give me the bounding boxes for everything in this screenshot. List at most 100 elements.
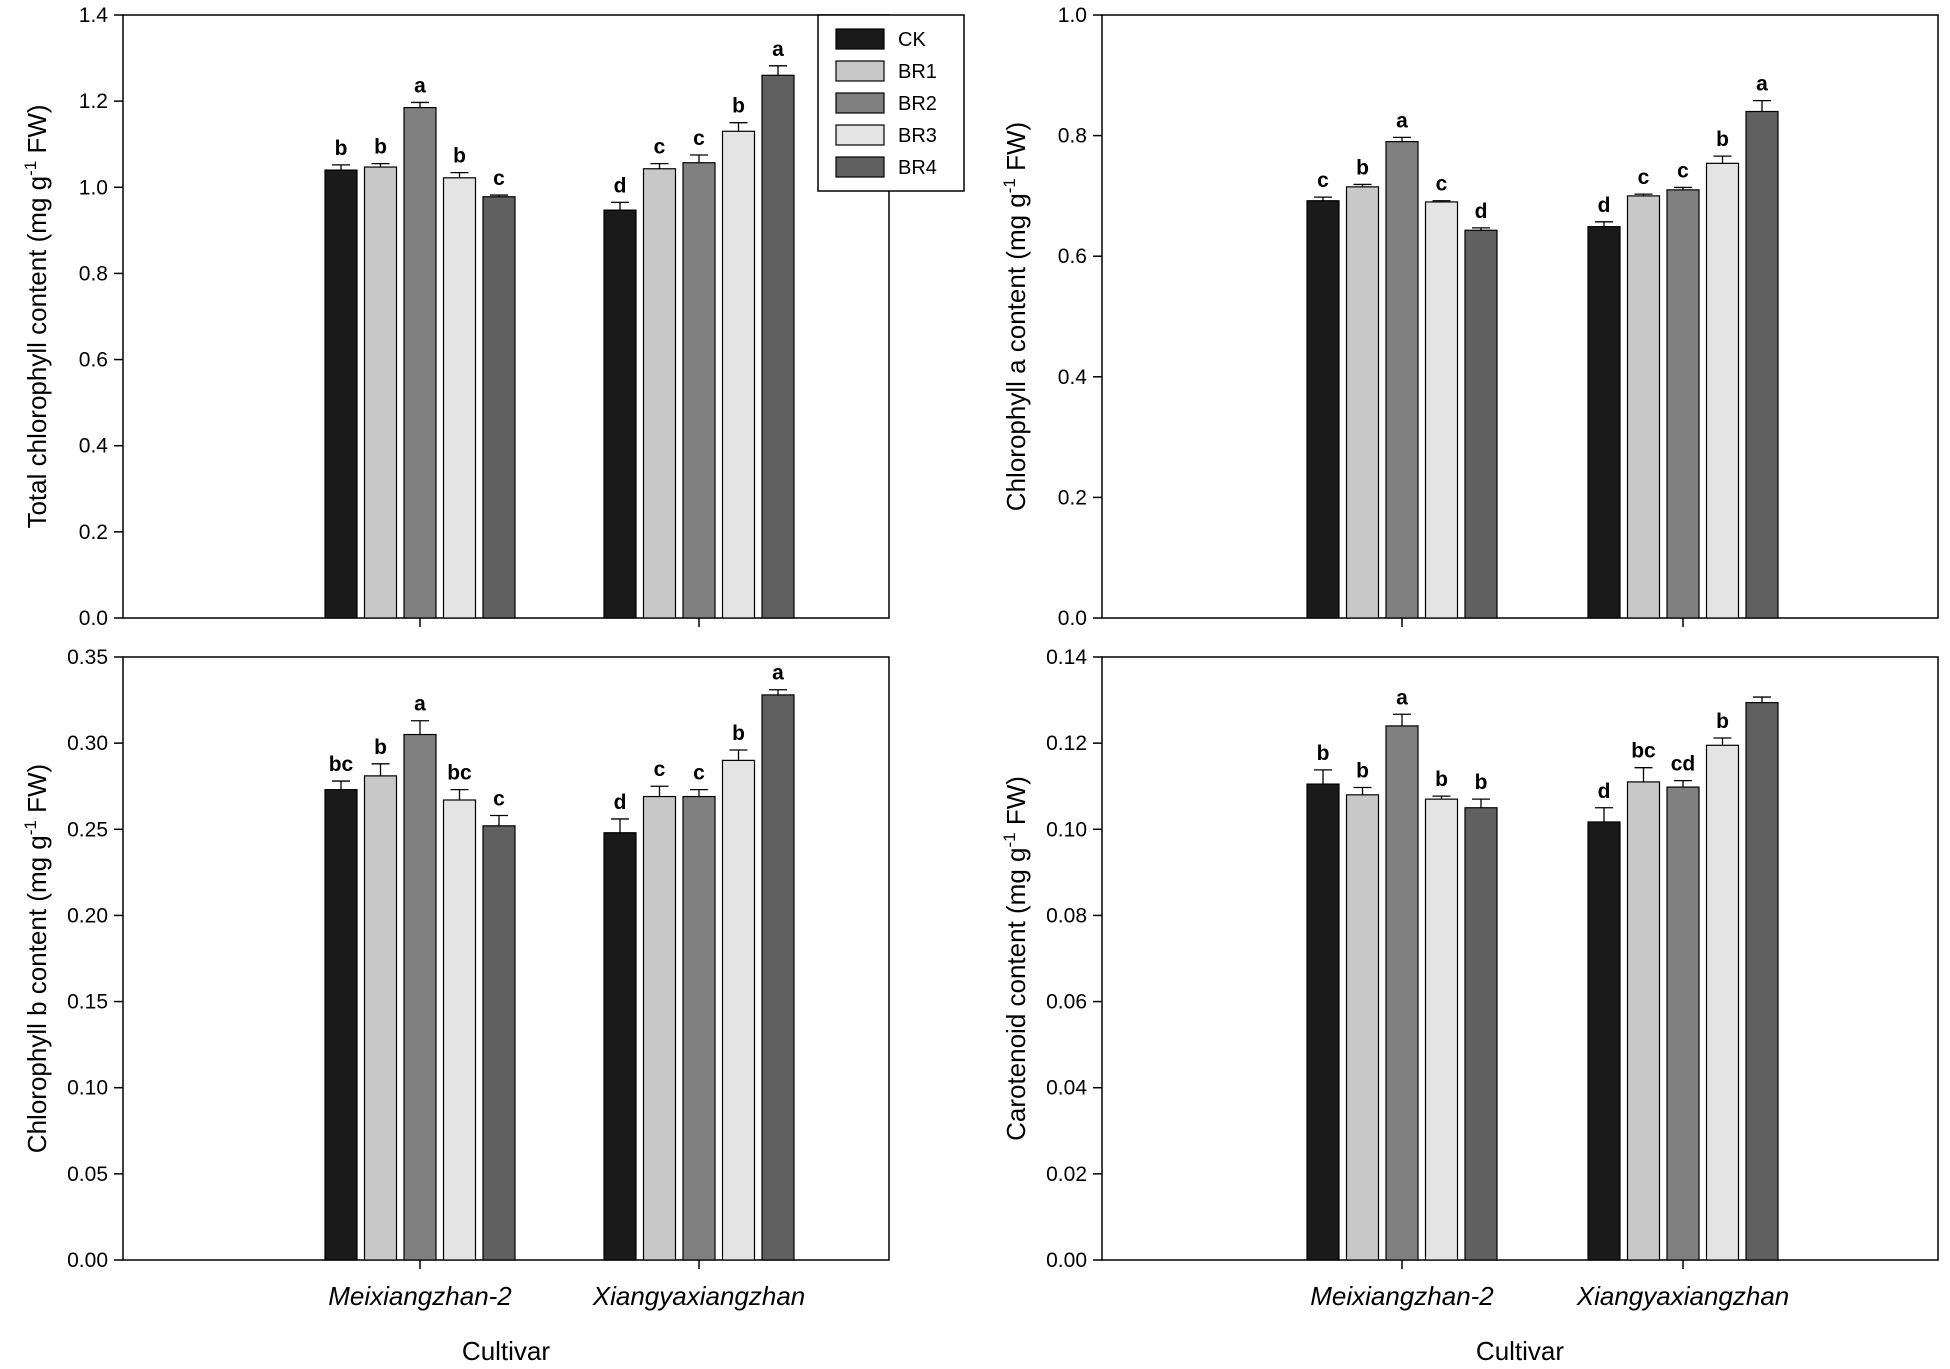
bar-BR4-0	[482, 196, 516, 619]
significance-label-BR3-1: b	[1716, 128, 1729, 151]
bar-BR4-0	[1464, 229, 1498, 619]
panel-top-right: 0.0 0.2 0.4 0.6 0.8 1.0 Chlorophyll a content …	[1000, 4, 1939, 630]
y-tick-label: 1.0	[1058, 4, 1087, 27]
bar-BR4-0	[482, 825, 516, 1261]
y-tick-label: 0.2	[1058, 486, 1087, 509]
y-axis-title: Carotenoid content (mg g-1 FW)	[1000, 776, 1031, 1141]
significance-label-CK-0: c	[1317, 169, 1329, 192]
category-label: Meixiangzhan-2	[1310, 1281, 1494, 1311]
bar-BR2-1	[682, 162, 716, 619]
significance-label-BR1-1: bc	[1631, 740, 1656, 763]
bar-BR1-0	[363, 775, 398, 1261]
y-axis-title-unit: FW)	[22, 764, 52, 820]
x-axis-title: Cultivar	[1476, 1336, 1564, 1366]
category-label: Meixiangzhan-2	[328, 1281, 512, 1311]
y-axis-title: Chlorophyll b content (mg g-1 FW)	[21, 764, 52, 1153]
significance-label-BR1-0: b	[1356, 760, 1369, 783]
y-axis-title-superscript: -1	[1000, 178, 1019, 193]
y-tick-label: 0.8	[79, 262, 108, 285]
plot-frame	[1101, 14, 1939, 619]
significance-label-BR3-0: b	[1435, 768, 1448, 791]
legend-swatch-CK	[835, 28, 885, 50]
y-tick-label: 0.08	[1046, 904, 1087, 927]
panel-top-left: 0.0 0.2 0.4 0.6 0.8 1.0 1.2 1.4 Total chlorophyl…	[21, 4, 890, 630]
bar-BR2-1	[1666, 786, 1700, 1261]
bar-BR3-0	[1424, 798, 1459, 1261]
y-tick-label: 0.6	[79, 349, 108, 372]
significance-label-CK-0: b	[335, 137, 348, 160]
legend-swatch-BR1	[835, 60, 885, 82]
bar-CK-0	[324, 789, 358, 1261]
y-tick-label: 1.2	[79, 90, 108, 113]
y-tick-label: 0.20	[67, 904, 108, 927]
significance-label-BR4-1: a	[772, 38, 784, 61]
bar-BR3-0	[442, 177, 477, 619]
legend-label-BR3: BR3	[898, 125, 937, 147]
bar-BR3-0	[1424, 201, 1459, 619]
y-tick-label: 0.25	[67, 818, 108, 841]
bar-BR2-0	[403, 107, 437, 619]
y-axis-title-text: Carotenoid content (mg g	[1001, 848, 1031, 1141]
bar-BR3-1	[721, 130, 756, 619]
significance-label-BR2-1: cd	[1671, 753, 1696, 776]
significance-label-BR3-1: b	[732, 722, 745, 745]
panel-bottom-right: 0.00 0.02 0.04 0.06 0.08 0.10 0.12 0.14 Caroteno…	[1000, 646, 1939, 1366]
bar-CK-1	[603, 209, 637, 619]
significance-label-CK-1: d	[1598, 194, 1611, 217]
legend: CK BR1 BR2 BR3 BR4	[817, 14, 965, 192]
significance-label-BR4-0: c	[493, 167, 505, 190]
bar-CK-1	[1587, 226, 1621, 619]
significance-label-BR3-1: b	[1716, 710, 1729, 733]
significance-label-BR3-0: c	[1436, 173, 1448, 196]
y-axis-title-superscript: -1	[21, 820, 40, 835]
significance-label-BR2-0: a	[414, 693, 426, 716]
y-tick-label: 0.35	[67, 646, 108, 669]
y-axis-title-superscript: -1	[1000, 832, 1019, 847]
significance-label-BR4-0: b	[1475, 771, 1488, 794]
significance-label-BR4-1: a	[1756, 73, 1768, 96]
y-tick-label: 0.8	[1058, 125, 1087, 148]
significance-label-BR1-0: b	[374, 736, 387, 759]
significance-label-BR2-0: a	[1396, 109, 1408, 132]
y-tick-label: 0.00	[67, 1249, 108, 1272]
bar-BR1-1	[642, 795, 677, 1261]
y-tick-label: 1.0	[79, 176, 108, 199]
y-axis-title: Total chlorophyll content (mg g-1 FW)	[21, 104, 52, 528]
panel-bottom-left: 0.00 0.05 0.10 0.15 0.20 0.25 0.30 0.35 Chloroph…	[21, 646, 890, 1366]
y-tick-label: 0.14	[1046, 646, 1087, 669]
bar-BR1-0	[1345, 794, 1380, 1261]
legend-swatch-BR3	[835, 124, 885, 146]
bar-BR2-0	[403, 733, 437, 1261]
significance-label-BR1-0: b	[1356, 156, 1369, 179]
bar-BR4-1	[1745, 702, 1779, 1261]
y-tick-label: 1.4	[79, 4, 109, 27]
legend-label-CK: CK	[898, 29, 926, 51]
bar-BR4-1	[1745, 110, 1779, 619]
significance-label-CK-0: bc	[329, 753, 354, 776]
bar-BR2-1	[682, 795, 716, 1261]
bar-BR2-1	[1666, 189, 1700, 619]
y-tick-label: 0.4	[1058, 366, 1088, 389]
legend-label-BR1: BR1	[898, 61, 937, 83]
y-tick-label: 0.10	[67, 1077, 108, 1100]
significance-label-BR3-0: bc	[447, 762, 472, 785]
bar-BR3-1	[1705, 744, 1740, 1261]
bar-BR4-1	[761, 74, 795, 619]
significance-label-BR1-0: b	[374, 136, 387, 159]
y-axis-title-text: Chlorophyll a content (mg g	[1001, 193, 1031, 511]
legend-label-BR2: BR2	[898, 93, 937, 115]
y-axis-title-superscript: -1	[21, 161, 40, 176]
bar-BR1-1	[1626, 781, 1661, 1261]
y-tick-label: 0.00	[1046, 1249, 1087, 1272]
y-tick-label: 0.12	[1046, 732, 1087, 755]
bar-CK-0	[1306, 200, 1340, 619]
bar-BR2-0	[1385, 141, 1419, 619]
significance-label-BR2-0: a	[1396, 686, 1408, 709]
significance-label-BR1-1: c	[654, 136, 666, 159]
significance-label-CK-1: d	[614, 791, 627, 814]
significance-label-BR2-1: c	[693, 762, 705, 785]
significance-label-BR2-1: c	[693, 127, 705, 150]
y-tick-label: 0.0	[79, 607, 108, 630]
bar-BR1-0	[363, 166, 398, 619]
